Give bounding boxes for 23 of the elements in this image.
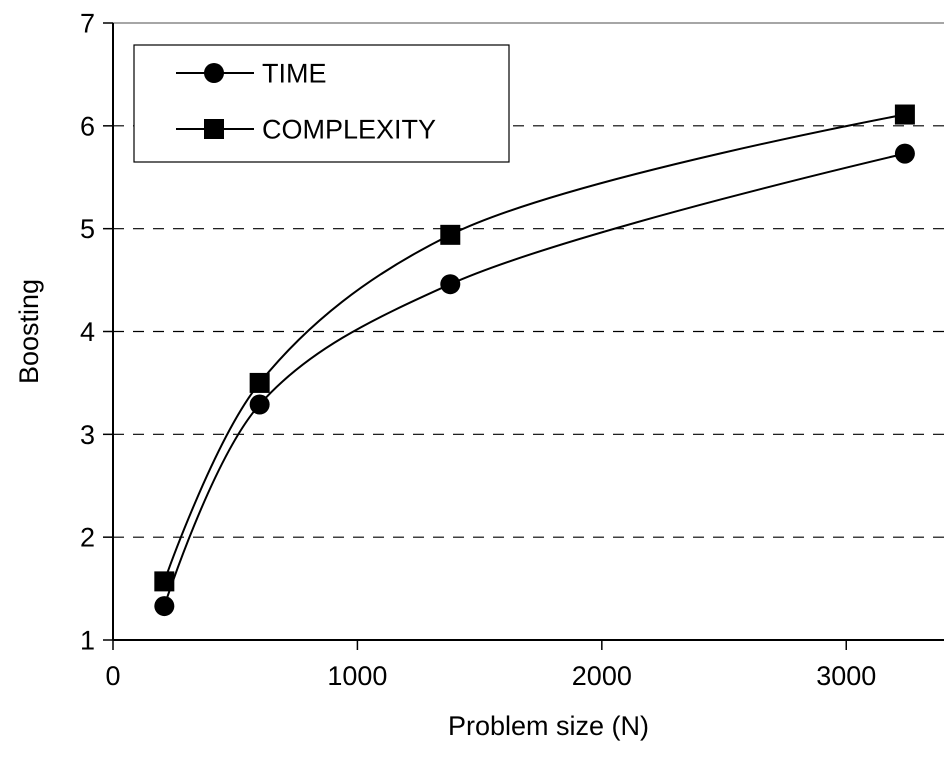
- x-tick-label: 3000: [816, 661, 876, 691]
- y-tick-label: 2: [80, 522, 95, 553]
- y-tick-label: 3: [80, 420, 95, 450]
- legend-label: COMPLEXITY: [262, 114, 436, 144]
- legend-label: TIME: [262, 58, 326, 88]
- x-tick-label: 2000: [572, 661, 632, 691]
- point: [250, 372, 270, 393]
- y-tick-label: 4: [80, 316, 95, 347]
- point: [154, 596, 174, 616]
- x-axis-title: Problem size (N): [448, 711, 650, 741]
- y-tick-label: 5: [80, 214, 95, 244]
- point: [894, 144, 915, 164]
- point: [440, 224, 460, 245]
- point: [894, 104, 915, 125]
- point: [154, 571, 174, 592]
- x-tick-label: 0: [105, 661, 121, 691]
- point: [250, 394, 270, 415]
- y-tick-label: 1: [80, 625, 95, 656]
- y-axis-title: Boosting: [14, 278, 44, 384]
- y-tick-label: 7: [80, 8, 95, 38]
- y-tick-label: 6: [80, 111, 95, 142]
- point: [440, 274, 460, 294]
- x-tick-label: 1000: [327, 661, 388, 691]
